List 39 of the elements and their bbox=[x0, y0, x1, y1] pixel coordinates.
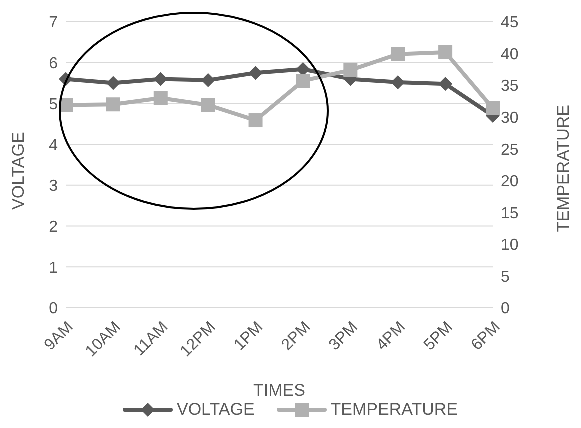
point bbox=[438, 77, 453, 92]
y-tick-label: 5 bbox=[49, 96, 58, 114]
point bbox=[201, 98, 216, 112]
y2-tick-label: 10 bbox=[501, 237, 519, 254]
y2-tick-label: 25 bbox=[501, 142, 519, 159]
y-tick-label: 0 bbox=[49, 300, 58, 318]
point bbox=[154, 91, 168, 106]
y2-tick-label: 0 bbox=[501, 300, 510, 318]
y2-tick-label: 45 bbox=[501, 14, 519, 32]
y-tick-label: 1 bbox=[49, 260, 58, 277]
point bbox=[154, 72, 168, 86]
legend-label: TEMPERATURE bbox=[330, 400, 458, 420]
y-tick-label: 2 bbox=[49, 218, 58, 236]
y-tick-label: 6 bbox=[49, 56, 58, 73]
y2-tick-label: 5 bbox=[501, 268, 510, 286]
point bbox=[248, 66, 263, 80]
x-axis-title: TIMES bbox=[254, 381, 306, 400]
y-tick-label: 4 bbox=[49, 137, 58, 154]
point bbox=[106, 76, 120, 90]
point bbox=[248, 114, 263, 128]
point bbox=[344, 63, 358, 78]
y-tick-label: 7 bbox=[49, 14, 58, 32]
point bbox=[296, 62, 310, 76]
point bbox=[296, 74, 310, 88]
y-tick-label: 3 bbox=[49, 178, 58, 196]
point bbox=[106, 98, 120, 112]
y2-tick-label: 30 bbox=[501, 110, 519, 128]
point bbox=[201, 73, 216, 88]
point bbox=[486, 101, 500, 116]
y2-tick-label: 20 bbox=[501, 174, 519, 191]
y2-tick-label: 35 bbox=[501, 78, 519, 96]
point bbox=[391, 75, 406, 90]
point bbox=[438, 46, 453, 60]
y2-axis-title: TEMPERATURE bbox=[554, 105, 574, 232]
y2-tick-label: 15 bbox=[501, 205, 519, 222]
legend-label: VOLTAGE bbox=[177, 400, 255, 420]
point bbox=[391, 47, 406, 62]
y2-tick-label: 40 bbox=[501, 46, 519, 64]
y-axis-title: VOLTAGE bbox=[9, 132, 28, 210]
